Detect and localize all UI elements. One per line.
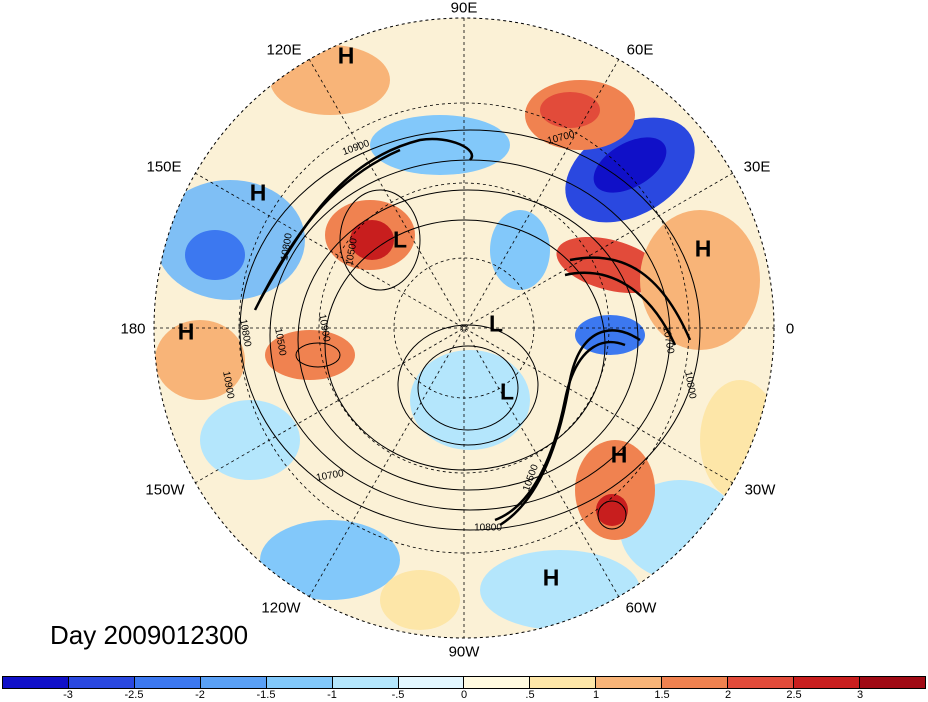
high-center: H	[177, 318, 195, 345]
colorbar	[2, 676, 926, 689]
lon-label-120e: 120E	[266, 41, 302, 59]
map-boundary	[153, 17, 775, 639]
colorbar-segment	[464, 677, 531, 688]
high-center: H	[542, 564, 560, 591]
low-center: L	[392, 226, 408, 253]
colorbar-segment	[68, 677, 135, 688]
colorbar-tick-label: 0	[460, 689, 468, 701]
graticule	[154, 18, 774, 638]
low-center: L	[499, 378, 515, 405]
lon-label-90w: 90W	[448, 643, 480, 661]
colorbar-tick-label: .5	[525, 689, 535, 701]
colorbar-tick-label: -2	[195, 689, 205, 701]
colorbar-segment	[200, 677, 267, 688]
high-center: H	[249, 179, 267, 206]
colorbar-segment	[266, 677, 333, 688]
colorbar-segment	[596, 677, 663, 688]
colorbar-segment	[662, 677, 729, 688]
colorbar-tick-label: -.5	[391, 689, 405, 701]
high-center: H	[610, 441, 628, 468]
colorbar-tick-label: 3	[856, 689, 864, 701]
lon-label-0: 0	[785, 320, 795, 338]
lon-label-60w: 60W	[625, 599, 657, 617]
colorbar-tick-label: 2	[724, 689, 732, 701]
colorbar-segment	[3, 677, 69, 688]
colorbar-tick-label: -3	[63, 689, 73, 701]
colorbar-segment	[794, 677, 860, 688]
lon-label-180: 180	[120, 320, 146, 338]
low-center: L	[488, 310, 504, 337]
colorbar-segment	[728, 677, 795, 688]
colorbar-segment	[859, 677, 925, 688]
high-center: H	[337, 42, 355, 69]
colorbar-tick-label: 2.5	[786, 689, 802, 701]
lon-label-60e: 60E	[626, 41, 654, 59]
colorbar-tick-label: -1	[327, 689, 337, 701]
colorbar-tick-label: -2.5	[124, 689, 144, 701]
contour-label: 10800	[474, 522, 502, 534]
colorbar-tick-label: -1.5	[256, 689, 276, 701]
colorbar-segment	[134, 677, 201, 688]
colorbar-tick-label: 1.5	[654, 689, 670, 701]
colorbar-tick-label: 1	[592, 689, 600, 701]
lon-label-120w: 120W	[261, 599, 301, 617]
high-center: H	[694, 235, 712, 262]
lon-label-30e: 30E	[743, 158, 771, 176]
colorbar-segment	[398, 677, 465, 688]
lon-label-150w: 150W	[145, 481, 185, 499]
lon-label-30w: 30W	[744, 481, 776, 499]
lon-label-150e: 150E	[146, 158, 182, 176]
lon-label-90e: 90E	[450, 0, 478, 17]
day-label: Day 2009012300	[50, 620, 249, 650]
colorbar-segment	[530, 677, 597, 688]
colorbar-segment	[332, 677, 399, 688]
